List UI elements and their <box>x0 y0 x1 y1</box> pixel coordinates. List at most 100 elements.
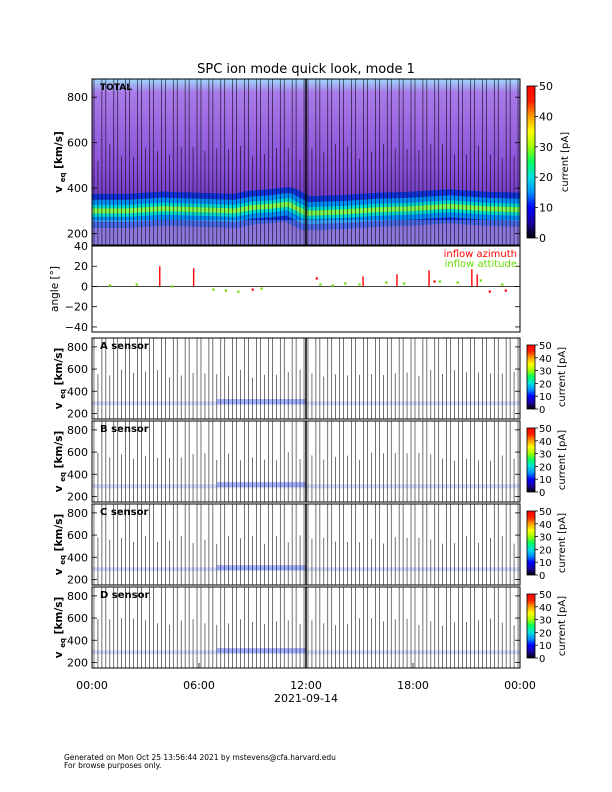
colorbar-tick: 40 <box>539 603 552 614</box>
footer-generated-line: Generated on Mon Oct 25 13:56:44 2021 by… <box>64 753 336 762</box>
y-axis-label: v eq [km/s] <box>53 514 67 576</box>
attitude-point <box>108 284 112 287</box>
colorbar-tick: 30 <box>539 616 552 627</box>
angle-ytick: 20 <box>74 260 88 273</box>
attitude-point <box>331 284 334 287</box>
colorbar-tick: 50 <box>539 507 552 518</box>
colorbar-tick: 20 <box>539 628 552 639</box>
colorbar-tick: 20 <box>539 462 552 473</box>
v-ytick: 400 <box>67 385 88 398</box>
azimuth-point <box>504 289 507 292</box>
colorbar <box>526 344 536 410</box>
attitude-point <box>135 283 138 286</box>
attitude-point <box>224 289 227 292</box>
colorbar-tick: 50 <box>539 424 552 435</box>
panel-label: TOTAL <box>100 83 132 93</box>
angle-ytick: −20 <box>65 301 88 314</box>
colorbar-tick: 0 <box>539 405 545 416</box>
colorbar-tick: 30 <box>539 450 552 461</box>
v-ytick: 800 <box>67 91 88 104</box>
v-ytick: 200 <box>67 407 88 420</box>
colorbar-label: current [pA] <box>557 347 568 407</box>
colorbar-tick: 0 <box>539 232 546 245</box>
y-axis-label: angle [°] <box>49 266 61 312</box>
colorbar-tick: 40 <box>539 437 552 448</box>
v-ytick: 200 <box>67 490 88 503</box>
legend-attitude: inflow attitude <box>445 259 517 270</box>
colorbar-tick: 0 <box>539 654 545 665</box>
v-ytick: 600 <box>67 612 88 625</box>
attitude-point <box>438 280 441 283</box>
azimuth-point <box>488 290 491 293</box>
x-tick-label: 00:00 <box>76 679 108 692</box>
colorbar-tick: 0 <box>539 571 545 582</box>
azimuth-point <box>433 280 436 283</box>
velocity-ridge <box>216 482 306 488</box>
colorbar-label: current [pA] <box>557 513 568 573</box>
y-axis-label: v eq [km/s] <box>53 431 67 493</box>
angle-ytick: 0 <box>81 280 88 293</box>
attitude-point <box>358 283 361 286</box>
legend-azimuth: inflow azimuth <box>444 249 517 260</box>
quicklook-figure: SPC ion mode quick look, mode 1 20040060… <box>49 62 571 705</box>
v-ytick: 600 <box>67 363 88 376</box>
colorbar-tick: 10 <box>539 202 553 215</box>
x-tick-label: 12:00 <box>290 679 322 692</box>
v-ytick: 200 <box>67 656 88 669</box>
attitude-point <box>403 282 406 285</box>
footer-browse-line: For browse purposes only. <box>64 761 162 770</box>
colorbar-tick: 40 <box>539 110 553 123</box>
footer: Generated on Mon Oct 25 13:56:44 2021 by… <box>64 754 336 770</box>
colorbar-tick: 20 <box>539 545 552 556</box>
attitude-point <box>501 283 504 286</box>
date-label: 2021-09-14 <box>274 692 338 705</box>
v-ytick: 400 <box>67 182 88 195</box>
v-ytick: 600 <box>67 137 88 150</box>
panel-label: A sensor <box>100 341 149 352</box>
colorbar-tick: 0 <box>539 488 545 499</box>
panel-label: B sensor <box>100 424 149 435</box>
colorbar <box>526 85 536 239</box>
attitude-point <box>212 288 215 291</box>
y-axis-label: v eq [km/s] <box>53 131 67 193</box>
attitude-point <box>479 279 482 282</box>
v-ytick: 600 <box>67 446 88 459</box>
v-ytick: 400 <box>67 634 88 647</box>
v-ytick: 800 <box>67 341 88 354</box>
v-ytick: 200 <box>67 573 88 586</box>
attitude-point <box>171 285 174 288</box>
v-ytick: 400 <box>67 551 88 564</box>
y-axis-label: v eq [km/s] <box>53 597 67 659</box>
colorbar <box>526 427 536 493</box>
attitude-point <box>385 281 388 284</box>
y-axis-label: v eq [km/s] <box>53 348 67 410</box>
colorbar-label: current [pA] <box>557 596 568 656</box>
colorbar-tick: 10 <box>539 558 552 569</box>
v-ytick: 400 <box>67 468 88 481</box>
colorbar-tick: 40 <box>539 520 552 531</box>
x-tick-label: 06:00 <box>183 679 215 692</box>
colorbar-tick: 30 <box>539 141 553 154</box>
v-ytick: 800 <box>67 424 88 437</box>
velocity-ridge <box>216 565 306 571</box>
azimuth-point <box>315 277 318 280</box>
colorbar-tick: 10 <box>539 392 552 403</box>
colorbar <box>526 510 536 576</box>
panel-label: D sensor <box>100 590 149 601</box>
colorbar-tick: 30 <box>539 533 552 544</box>
velocity-ridge <box>216 399 306 405</box>
attitude-point <box>456 281 459 284</box>
colorbar-label: current [pA] <box>557 430 568 490</box>
panel-frame <box>91 245 521 333</box>
attitude-point <box>260 287 263 290</box>
attitude-point <box>319 283 322 286</box>
colorbar-tick: 10 <box>539 641 552 652</box>
colorbar-tick: 10 <box>539 475 552 486</box>
colorbar-tick: 20 <box>539 171 553 184</box>
colorbar <box>526 593 536 659</box>
